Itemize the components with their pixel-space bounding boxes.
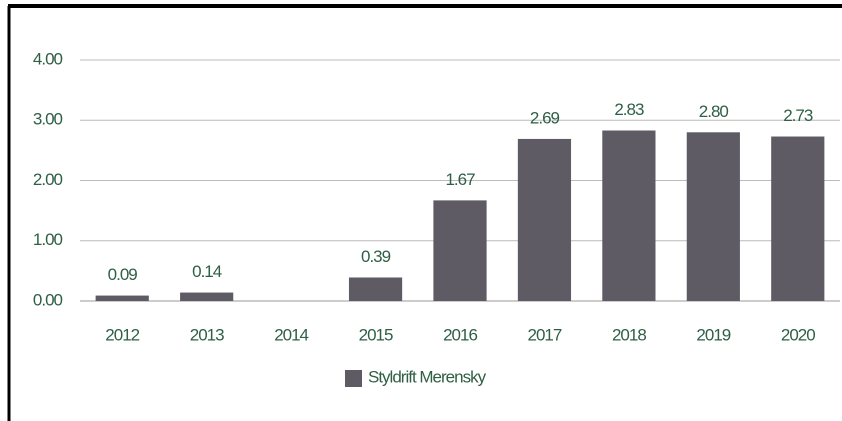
x-tick-label: 2012 [105, 325, 139, 344]
bar [771, 136, 825, 301]
y-tick-label: 3.00 [33, 110, 63, 129]
x-tick-label: 2020 [781, 325, 815, 344]
value-label: 2.83 [614, 100, 644, 119]
bar [95, 295, 149, 301]
y-tick-label: 0.00 [33, 290, 63, 309]
bar [602, 130, 656, 301]
bar [686, 132, 740, 301]
legend-swatch [345, 370, 362, 387]
x-tick-label: 2019 [696, 325, 730, 344]
bar [517, 138, 572, 301]
value-label: 2.69 [530, 108, 560, 127]
value-label: 2.80 [699, 102, 729, 121]
bar [433, 200, 487, 301]
x-tick-label: 2018 [612, 325, 646, 344]
value-label: 0.09 [108, 265, 138, 284]
legend-label: Styldrift Merensky [368, 367, 487, 386]
bar [348, 277, 403, 301]
value-label: 0.14 [192, 262, 222, 281]
y-tick-label: 1.00 [33, 230, 63, 249]
x-tick-label: 2013 [190, 325, 224, 344]
value-label: 1.67 [445, 170, 475, 189]
x-tick-label: 2016 [443, 325, 477, 344]
y-tick-label: 4.00 [33, 49, 63, 68]
value-label: 2.73 [783, 106, 813, 125]
x-tick-label: 2017 [528, 325, 562, 344]
y-tick-label: 2.00 [33, 170, 63, 189]
value-label: 0.39 [361, 247, 391, 266]
bar [180, 292, 234, 301]
x-tick-label: 2014 [274, 325, 308, 344]
x-tick-label: 2015 [359, 325, 393, 344]
